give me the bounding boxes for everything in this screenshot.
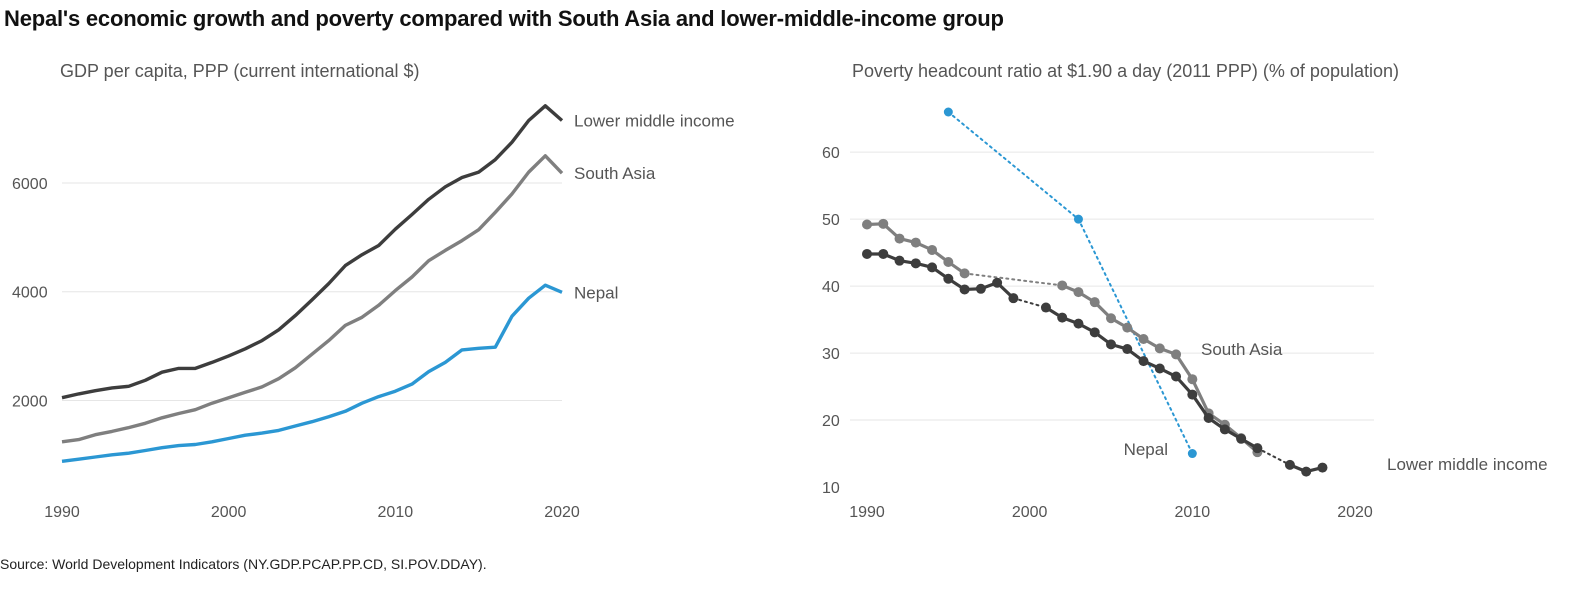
poverty-point-south-asia (1154, 343, 1165, 354)
poverty-point-lower-middle-income (1171, 371, 1182, 382)
poverty-point-lower-middle-income (1317, 462, 1328, 473)
gdp-chart-title: GDP per capita, PPP (current internation… (60, 61, 420, 81)
poverty-point-lower-middle-income (1057, 312, 1068, 323)
poverty-point-south-asia (1171, 349, 1182, 360)
gdp-series-label-lower-middle-income: Lower middle income (574, 111, 735, 130)
page-title: Nepal's economic growth and poverty comp… (4, 6, 1004, 31)
poverty-point-nepal (943, 107, 953, 117)
poverty-point-lower-middle-income (862, 248, 872, 259)
poverty-point-lower-middle-income (1203, 413, 1214, 424)
poverty-point-lower-middle-income (1073, 318, 1084, 329)
poverty-point-south-asia (943, 257, 954, 267)
poverty-point-lower-middle-income (1040, 302, 1051, 313)
poverty-gap-segment-lower-middle-income (1012, 297, 1047, 309)
poverty-y-tick-label: 20 (822, 413, 840, 430)
poverty-y-tick-label: 60 (822, 145, 840, 162)
poverty-point-lower-middle-income (878, 248, 889, 259)
poverty-point-lower-middle-income (1187, 389, 1198, 400)
poverty-point-south-asia (910, 237, 921, 248)
poverty-point-south-asia (894, 233, 905, 244)
poverty-chart-title: Poverty headcount ratio at $1.90 a day (… (852, 61, 1399, 81)
poverty-point-lower-middle-income (959, 284, 970, 295)
poverty-point-south-asia (1106, 313, 1116, 324)
poverty-point-south-asia (959, 268, 970, 279)
poverty-segment-south-asia (1190, 378, 1211, 415)
poverty-point-south-asia (862, 219, 872, 230)
gdp-x-tick-label: 2010 (378, 504, 414, 521)
gdp-series-south-asia (61, 154, 564, 444)
poverty-x-tick-label: 2010 (1175, 504, 1211, 521)
poverty-point-lower-middle-income (943, 273, 954, 284)
poverty-x-tick-label: 1990 (849, 504, 885, 521)
poverty-point-lower-middle-income (1219, 424, 1230, 435)
poverty-y-tick-label: 50 (822, 212, 840, 229)
gdp-series-nepal (61, 283, 563, 463)
poverty-point-lower-middle-income (1236, 433, 1247, 444)
poverty-gap-segment-nepal (1077, 218, 1194, 455)
gdp-chart: GDP per capita, PPP (current internation… (12, 61, 735, 521)
poverty-point-lower-middle-income (1301, 466, 1312, 477)
poverty-point-lower-middle-income (1154, 363, 1165, 374)
poverty-gap-segment-lower-middle-income (1256, 447, 1291, 466)
gdp-x-tick-label: 2020 (544, 504, 580, 521)
poverty-point-nepal (1187, 449, 1197, 459)
poverty-point-south-asia (1057, 280, 1068, 291)
poverty-x-tick-label: 2000 (1012, 504, 1048, 521)
gdp-x-tick-label: 1990 (44, 504, 80, 521)
source-note: Source: World Development Indicators (NY… (0, 556, 487, 572)
poverty-point-south-asia (1089, 297, 1100, 308)
poverty-point-lower-middle-income (1008, 293, 1019, 304)
poverty-point-lower-middle-income (992, 277, 1003, 288)
poverty-gap-segment-nepal (947, 111, 1080, 221)
poverty-point-south-asia (1073, 287, 1084, 298)
poverty-point-lower-middle-income (1252, 443, 1263, 454)
gdp-y-tick-label: 4000 (12, 285, 48, 302)
poverty-point-lower-middle-income (894, 255, 905, 266)
poverty-point-south-asia (927, 244, 938, 255)
poverty-x-tick-label: 2020 (1337, 504, 1373, 521)
poverty-point-south-asia (1122, 322, 1133, 333)
gdp-series-label-south-asia: South Asia (574, 164, 656, 183)
poverty-series-label-south-asia: South Asia (1201, 340, 1283, 359)
poverty-y-tick-label: 30 (822, 346, 840, 363)
poverty-y-tick-label: 10 (822, 480, 840, 497)
poverty-point-south-asia (878, 218, 889, 229)
gdp-series-lower-middle-income (61, 104, 564, 400)
gdp-y-tick-label: 6000 (12, 176, 48, 193)
poverty-point-lower-middle-income (927, 262, 938, 273)
poverty-chart: Poverty headcount ratio at $1.90 a day (… (822, 61, 1548, 521)
poverty-point-lower-middle-income (910, 258, 921, 269)
poverty-point-south-asia (1138, 334, 1149, 345)
poverty-y-tick-label: 40 (822, 279, 840, 296)
gdp-series-label-nepal: Nepal (574, 283, 618, 302)
poverty-point-lower-middle-income (1106, 339, 1116, 350)
poverty-series-label-nepal: Nepal (1124, 440, 1168, 459)
gdp-y-tick-label: 2000 (12, 393, 48, 410)
gdp-x-tick-label: 2000 (211, 504, 247, 521)
poverty-point-lower-middle-income (1089, 327, 1100, 338)
poverty-point-lower-middle-income (1122, 344, 1133, 355)
poverty-series-label-lower-middle-income: Lower middle income (1387, 455, 1548, 474)
poverty-point-nepal (1073, 214, 1083, 224)
poverty-gap-segment-south-asia (963, 272, 1064, 287)
poverty-point-south-asia (1187, 374, 1198, 385)
poverty-point-lower-middle-income (975, 283, 986, 294)
poverty-point-lower-middle-income (1284, 459, 1295, 470)
poverty-point-lower-middle-income (1138, 356, 1149, 367)
